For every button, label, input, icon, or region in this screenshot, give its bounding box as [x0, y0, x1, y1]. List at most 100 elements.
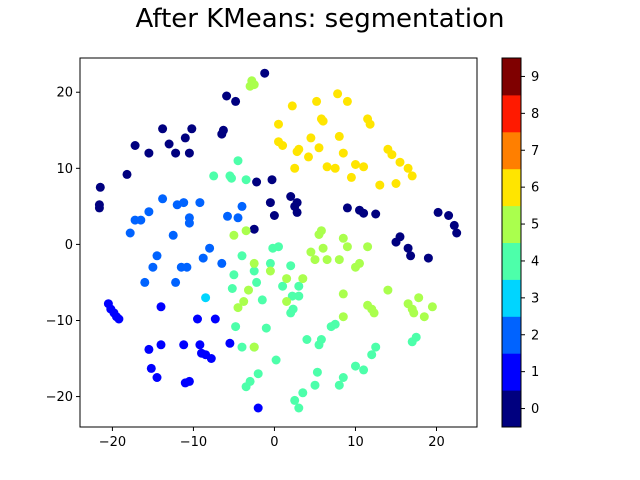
data-point: [395, 157, 405, 167]
data-point: [278, 141, 288, 150]
data-point: [274, 242, 283, 252]
data-point: [130, 141, 140, 150]
data-point: [403, 163, 413, 173]
data-point: [312, 96, 322, 106]
data-point: [146, 363, 156, 373]
data-point: [271, 355, 281, 365]
data-point: [298, 274, 308, 284]
colorbar-segment: [502, 205, 521, 243]
data-point: [205, 243, 215, 253]
data-point: [298, 388, 308, 398]
data-point: [318, 243, 328, 253]
x-tick-label: 10: [347, 435, 364, 450]
data-point: [359, 162, 369, 172]
data-point: [164, 139, 174, 149]
data-point: [333, 89, 343, 99]
data-point: [316, 335, 326, 344]
data-point: [306, 247, 316, 257]
y-tick-label: 10: [56, 162, 73, 177]
data-point: [179, 198, 189, 208]
data-point: [233, 213, 243, 223]
data-point: [210, 314, 220, 324]
data-point: [342, 203, 352, 213]
data-point: [231, 96, 241, 106]
data-point: [237, 342, 247, 352]
data-point: [156, 302, 166, 312]
colorbar-tick-label: 5: [531, 218, 539, 233]
data-point: [338, 289, 348, 299]
data-point: [310, 255, 320, 265]
data-point: [359, 365, 369, 375]
chart-title: After KMeans: segmentation: [135, 4, 505, 34]
data-point: [237, 251, 247, 261]
data-point: [369, 308, 379, 318]
data-point: [144, 148, 154, 158]
y-tick-label: −20: [46, 390, 73, 405]
data-point: [237, 201, 247, 211]
colorbar-tick-label: 0: [531, 402, 539, 417]
data-point: [287, 291, 297, 301]
data-point: [144, 207, 154, 217]
data-point: [391, 179, 401, 188]
data-point: [395, 232, 405, 242]
data-point: [334, 131, 344, 141]
data-point: [253, 369, 263, 379]
data-point: [182, 262, 192, 272]
data-point: [227, 173, 236, 183]
data-point: [406, 251, 416, 261]
data-point: [359, 208, 369, 218]
data-point: [187, 124, 197, 134]
data-point: [168, 230, 178, 240]
data-point: [330, 163, 340, 173]
data-point: [229, 270, 239, 280]
data-point: [351, 361, 360, 371]
data-point: [274, 119, 283, 129]
data-point: [184, 218, 194, 228]
data-point: [316, 226, 326, 236]
data-point: [222, 91, 232, 101]
data-point: [229, 230, 239, 240]
data-point: [449, 220, 459, 230]
data-point: [184, 376, 194, 386]
data-point: [245, 376, 255, 386]
data-point: [265, 258, 275, 268]
y-tick-label: 0: [65, 238, 73, 253]
data-point: [292, 198, 302, 208]
data-point: [94, 203, 104, 213]
data-point: [290, 163, 300, 173]
x-tick-label: 0: [270, 435, 278, 450]
data-point: [304, 152, 313, 162]
data-point: [252, 177, 262, 187]
data-point: [338, 148, 348, 158]
data-point: [351, 160, 360, 169]
data-point: [423, 253, 433, 263]
data-point: [249, 266, 259, 276]
data-point: [419, 312, 429, 322]
data-point: [371, 209, 381, 219]
colorbar-segment: [502, 58, 521, 96]
colorbar-segment: [502, 242, 521, 280]
data-point: [334, 380, 344, 390]
colorbar-frame: [501, 57, 522, 428]
data-point: [269, 211, 279, 220]
plot-frame: [79, 57, 478, 428]
data-point: [411, 332, 421, 342]
data-point: [136, 215, 146, 225]
data-point: [156, 340, 166, 350]
colorbar-tick-label: 3: [531, 291, 539, 306]
data-point: [249, 342, 259, 352]
data-point: [261, 323, 271, 333]
data-point: [387, 150, 397, 160]
data-point: [184, 148, 194, 158]
data-point: [206, 354, 216, 363]
data-point: [294, 144, 304, 154]
data-point: [198, 253, 208, 263]
colorbar-segment: [502, 279, 521, 317]
data-point: [201, 293, 211, 303]
data-point: [312, 367, 322, 377]
data-point: [125, 228, 135, 238]
data-point: [286, 261, 296, 271]
data-point: [179, 340, 189, 350]
data-point: [371, 342, 381, 352]
